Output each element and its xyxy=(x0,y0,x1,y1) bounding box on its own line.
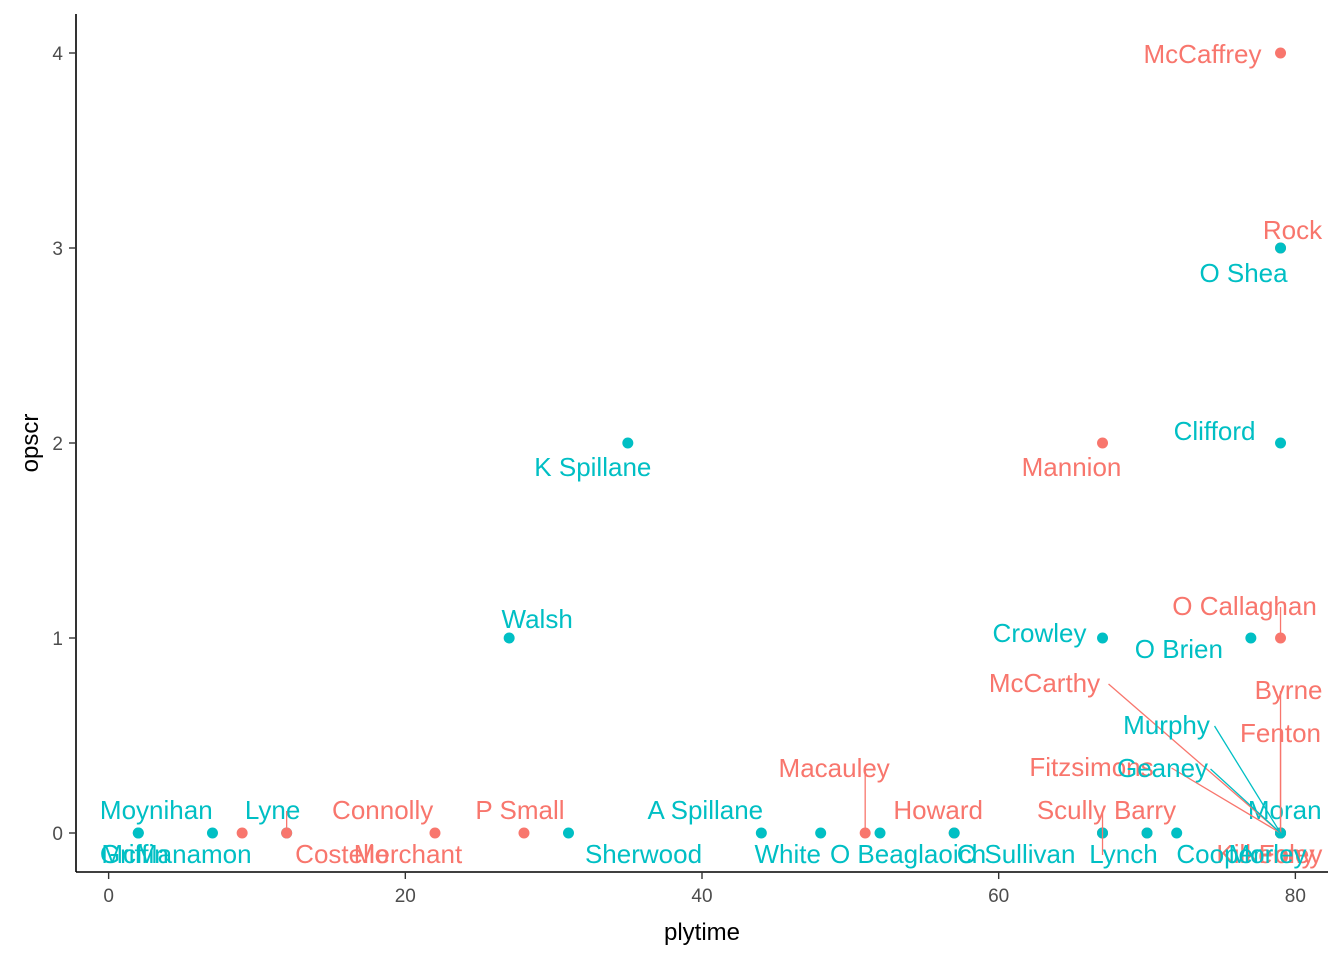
point-label: Costello xyxy=(295,839,389,869)
x-axis-title: plytime xyxy=(664,919,740,946)
x-tick-label: 20 xyxy=(395,886,416,907)
y-tick-label: 1 xyxy=(52,629,63,650)
point-label: A Spillane xyxy=(648,795,764,825)
label-connector xyxy=(1108,683,1281,834)
y-tick-label: 2 xyxy=(52,434,63,455)
data-point xyxy=(429,827,441,839)
y-tick-label: 3 xyxy=(52,239,63,260)
point-label: Murphy xyxy=(1123,710,1210,740)
y-axis-title: opscr xyxy=(17,414,44,473)
point-label: Merchant xyxy=(354,839,463,869)
data-point xyxy=(874,827,886,839)
data-point xyxy=(1171,827,1183,839)
point-label: Cooper xyxy=(1176,839,1262,869)
data-point xyxy=(1275,242,1287,254)
point-label: Rock xyxy=(1263,215,1323,245)
data-point xyxy=(948,827,960,839)
y-axis-ticks: 0 1 2 3 4 xyxy=(52,44,76,845)
point-label: O Shea xyxy=(1199,258,1288,288)
data-point xyxy=(503,632,515,644)
x-tick-label: 80 xyxy=(1285,886,1306,907)
x-tick-label: 40 xyxy=(691,886,712,907)
point-label: O Sullivan xyxy=(957,839,1076,869)
data-point xyxy=(815,827,827,839)
points-layer xyxy=(132,47,1287,839)
y-tick-label: 4 xyxy=(52,44,63,65)
point-label: Geaney xyxy=(1117,753,1208,783)
point-label: O Brien xyxy=(1135,634,1223,664)
point-label: Morley xyxy=(1229,839,1307,869)
point-label: Griffin xyxy=(100,839,169,869)
label-connector xyxy=(1213,725,1282,834)
data-point xyxy=(1275,437,1287,449)
labels-layer: McCaffrey Rock O Shea K Spillane Mannion Clif… xyxy=(100,39,1323,869)
point-label: O Callaghan xyxy=(1172,591,1317,621)
point-label: Fitzsimons xyxy=(1029,752,1153,782)
point-label: Lynch xyxy=(1089,839,1157,869)
point-label: Byrne xyxy=(1255,675,1323,705)
point-label: K Spillane xyxy=(534,452,651,482)
point-label: Macauley xyxy=(779,753,890,783)
point-label: Kilkenny xyxy=(1216,839,1314,869)
point-label: White xyxy=(754,839,820,869)
data-point xyxy=(132,827,144,839)
data-point xyxy=(755,827,767,839)
point-label: Fenton xyxy=(1240,718,1321,748)
point-label: P Small xyxy=(475,795,564,825)
label-connector xyxy=(1171,767,1281,834)
point-label: Moynihan xyxy=(100,795,213,825)
point-label: O Beaglaoich xyxy=(830,839,986,869)
data-point xyxy=(1245,632,1257,644)
data-point xyxy=(1275,47,1287,59)
point-label: Crowley xyxy=(993,618,1087,648)
point-label: Lyne xyxy=(245,795,300,825)
y-tick-label: 0 xyxy=(52,824,63,845)
x-axis-ticks: 0 20 40 60 80 xyxy=(103,872,1306,907)
data-point xyxy=(518,827,530,839)
label-connector xyxy=(1210,768,1281,834)
x-tick-label: 0 xyxy=(103,886,114,907)
data-point xyxy=(236,827,248,839)
data-point xyxy=(206,827,218,839)
point-label: McManamon xyxy=(101,839,251,869)
point-label: McCarthy xyxy=(989,668,1100,698)
data-point xyxy=(622,437,634,449)
point-label: Connolly xyxy=(332,795,433,825)
data-point xyxy=(1097,632,1109,644)
point-label: Sherwood xyxy=(585,839,702,869)
point-label: Walsh xyxy=(502,604,573,634)
point-label: Foley xyxy=(1259,839,1323,869)
point-label: Scully xyxy=(1037,795,1106,825)
data-point xyxy=(1097,437,1109,449)
point-label: McCaffrey xyxy=(1144,39,1262,69)
point-label: Mannion xyxy=(1022,452,1122,482)
point-label: Barry xyxy=(1114,795,1176,825)
x-tick-label: 60 xyxy=(988,886,1009,907)
point-label: Clifford xyxy=(1174,416,1256,446)
data-point xyxy=(1141,827,1153,839)
data-point xyxy=(562,827,574,839)
point-label: Howard xyxy=(893,795,983,825)
